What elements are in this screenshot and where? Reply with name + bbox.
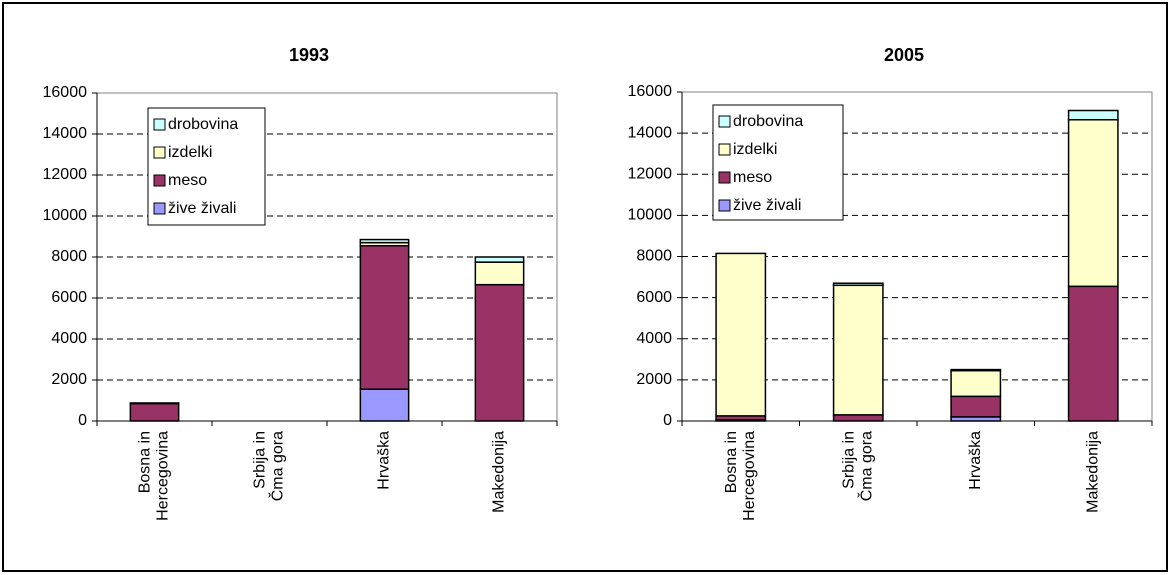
y-tick-label: 8000	[636, 248, 672, 265]
legend-label: drobovina	[168, 116, 238, 133]
y-tick-label: 6000	[51, 289, 87, 306]
legend-swatch	[718, 143, 731, 156]
legend-label: žive živali	[733, 197, 801, 214]
bar-segment	[359, 238, 410, 244]
y-tick-label: 10000	[43, 207, 88, 224]
bar-segment	[359, 388, 410, 422]
x-tick-label: Srbija in	[840, 431, 857, 489]
y-tick-label: 2000	[636, 371, 672, 388]
legend-swatch	[153, 146, 166, 159]
y-tick-label: 10000	[628, 207, 673, 224]
bar-segment	[1067, 285, 1119, 422]
x-tick-label: Čma gora	[856, 431, 875, 501]
legend-box	[147, 107, 266, 226]
y-tick-label: 16000	[43, 84, 88, 101]
bar-segment	[715, 252, 767, 417]
chart-title: 2005	[884, 45, 924, 65]
legend-swatch	[153, 118, 166, 131]
y-tick-label: 14000	[43, 125, 88, 142]
x-tick-label: Bosna in	[137, 431, 154, 493]
bar-segment	[832, 282, 884, 287]
legend-swatch	[718, 199, 731, 212]
bar-segment	[1067, 109, 1119, 121]
legend-label: drobovina	[733, 113, 803, 130]
y-tick-label: 6000	[636, 289, 672, 306]
bar-segment	[950, 368, 1002, 372]
y-tick-label: 4000	[51, 330, 87, 347]
y-tick-label: 12000	[43, 166, 88, 183]
bar-segment	[832, 284, 884, 416]
y-tick-label: 14000	[628, 124, 673, 141]
legend-swatch	[718, 171, 731, 184]
bar-segment	[832, 414, 884, 422]
legend-label: žive živali	[168, 200, 236, 217]
bar-segment	[950, 369, 1002, 398]
y-tick-label: 4000	[636, 330, 672, 347]
legend-label: meso	[733, 169, 772, 186]
bar-segment	[474, 283, 525, 422]
legend-swatch	[718, 115, 731, 128]
y-tick-label: 0	[663, 412, 672, 429]
y-tick-label: 0	[78, 412, 87, 429]
bar-segment	[1067, 119, 1119, 288]
legend-swatch	[153, 202, 166, 215]
x-tick-label: Bosna in	[723, 431, 740, 493]
y-tick-label: 12000	[628, 165, 673, 182]
x-tick-label: Hrvaška	[376, 431, 393, 490]
legend-label: izdelki	[168, 144, 212, 161]
x-tick-label: Makedonija	[1084, 431, 1101, 513]
y-tick-label: 8000	[51, 248, 87, 265]
x-tick-label: Čma gora	[268, 431, 287, 501]
bar-segment	[359, 244, 410, 390]
bar-segment	[474, 261, 525, 286]
legend-label: izdelki	[733, 141, 777, 158]
legend-swatch	[153, 174, 166, 187]
x-tick-label: Srbija in	[252, 431, 269, 489]
legend-label: meso	[168, 172, 207, 189]
legend-box	[712, 104, 844, 221]
bar-segment	[474, 256, 525, 263]
chart-title: 1993	[289, 45, 329, 65]
x-tick-label: Makedonija	[491, 431, 508, 513]
bar-segment	[129, 402, 180, 405]
bar-segment	[129, 402, 180, 422]
x-tick-label: Hrvaška	[967, 431, 984, 490]
bar-segment	[950, 395, 1002, 418]
x-tick-label: Hercegovina	[741, 431, 758, 521]
y-tick-label: 2000	[51, 371, 87, 388]
x-tick-label: Hercegovina	[155, 431, 172, 521]
y-tick-label: 16000	[628, 83, 673, 100]
